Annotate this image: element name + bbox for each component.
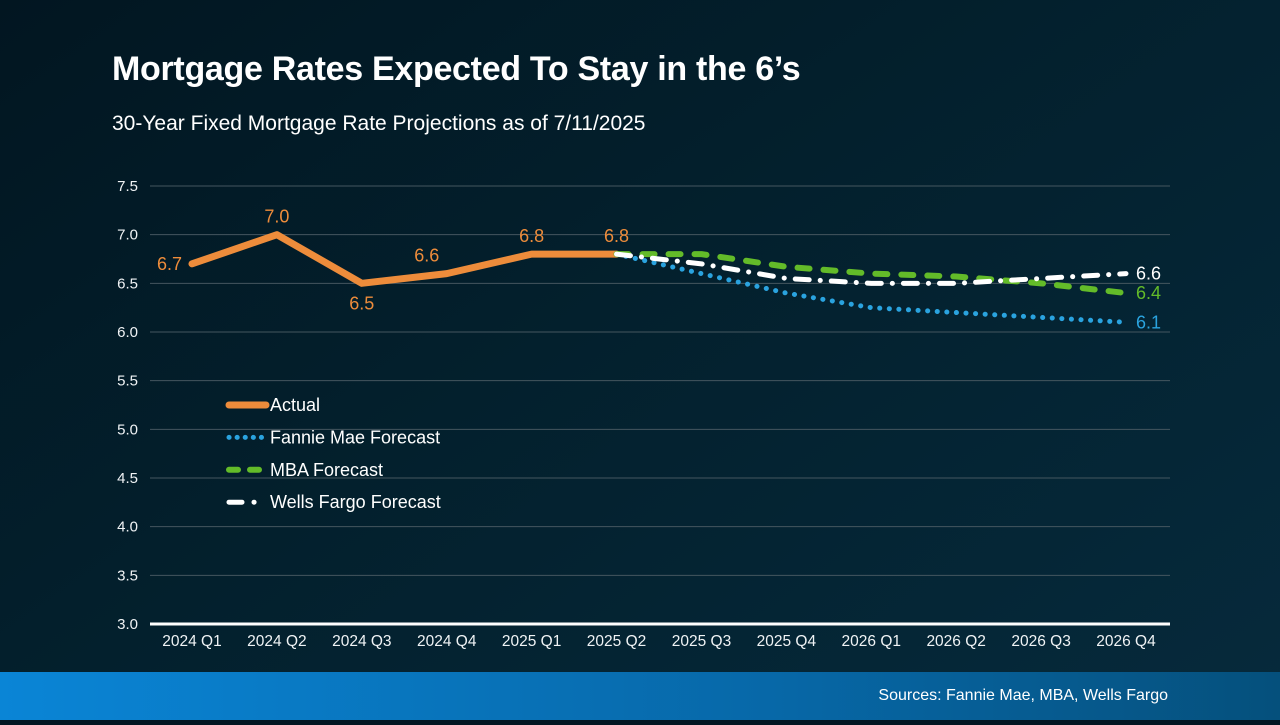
y-tick-label: 5.0 bbox=[117, 421, 138, 438]
data-point-label: 6.8 bbox=[519, 226, 544, 246]
series-line-mba bbox=[613, 251, 1129, 297]
y-tick-label: 7.0 bbox=[117, 227, 138, 244]
legend-label: Actual bbox=[270, 395, 320, 415]
x-tick-label: 2025 Q4 bbox=[757, 633, 817, 650]
legend-item: Wells Fargo Forecast bbox=[226, 492, 441, 512]
data-point-label: 6.7 bbox=[157, 254, 182, 274]
x-tick-label: 2026 Q2 bbox=[926, 633, 985, 650]
x-tick-label: 2026 Q1 bbox=[842, 633, 901, 650]
x-tick-label: 2024 Q4 bbox=[417, 633, 477, 650]
series-end-label: 6.4 bbox=[1136, 283, 1161, 303]
legend-label: Fannie Mae Forecast bbox=[270, 427, 440, 447]
series-end-label: 6.1 bbox=[1136, 312, 1161, 332]
legend-item: Actual bbox=[225, 395, 320, 415]
legend-label: MBA Forecast bbox=[270, 460, 383, 480]
y-tick-label: 6.0 bbox=[117, 324, 138, 341]
chart-subtitle: 30-Year Fixed Mortgage Rate Projections … bbox=[112, 112, 646, 135]
x-tick-label: 2024 Q3 bbox=[332, 633, 391, 650]
x-tick-label: 2024 Q1 bbox=[162, 633, 221, 650]
chart-title: Mortgage Rates Expected To Stay in the 6… bbox=[112, 50, 801, 88]
data-point-label: 6.8 bbox=[604, 226, 629, 246]
legend-item: MBA Forecast bbox=[226, 460, 383, 480]
y-tick-label: 4.5 bbox=[117, 470, 138, 487]
series-end-label: 6.6 bbox=[1136, 264, 1161, 284]
series-line-fannie_mae bbox=[614, 251, 1129, 325]
legend-label: Wells Fargo Forecast bbox=[270, 492, 441, 512]
x-tick-label: 2025 Q2 bbox=[587, 633, 646, 650]
y-tick-label: 5.5 bbox=[117, 373, 138, 390]
legend-item: Fannie Mae Forecast bbox=[226, 427, 440, 447]
y-tick-label: 7.5 bbox=[117, 178, 138, 195]
y-tick-label: 6.5 bbox=[117, 275, 138, 292]
series-line-wells_fargo bbox=[614, 251, 1129, 286]
x-tick-label: 2026 Q4 bbox=[1096, 633, 1156, 650]
x-tick-label: 2025 Q3 bbox=[672, 633, 731, 650]
sources-text: Sources: Fannie Mae, MBA, Wells Fargo bbox=[878, 687, 1168, 704]
series-line-actual bbox=[188, 231, 621, 287]
data-point-label: 6.6 bbox=[414, 246, 439, 266]
data-point-label: 7.0 bbox=[264, 207, 289, 227]
data-point-label: 6.5 bbox=[349, 293, 374, 313]
y-tick-label: 3.5 bbox=[117, 567, 138, 584]
footer-bar: Sources: Fannie Mae, MBA, Wells Fargo bbox=[0, 672, 1280, 720]
x-tick-label: 2025 Q1 bbox=[502, 633, 561, 650]
x-tick-label: 2026 Q3 bbox=[1011, 633, 1070, 650]
y-tick-label: 4.0 bbox=[117, 519, 138, 536]
x-tick-label: 2024 Q2 bbox=[247, 633, 306, 650]
y-tick-label: 3.0 bbox=[117, 616, 138, 633]
